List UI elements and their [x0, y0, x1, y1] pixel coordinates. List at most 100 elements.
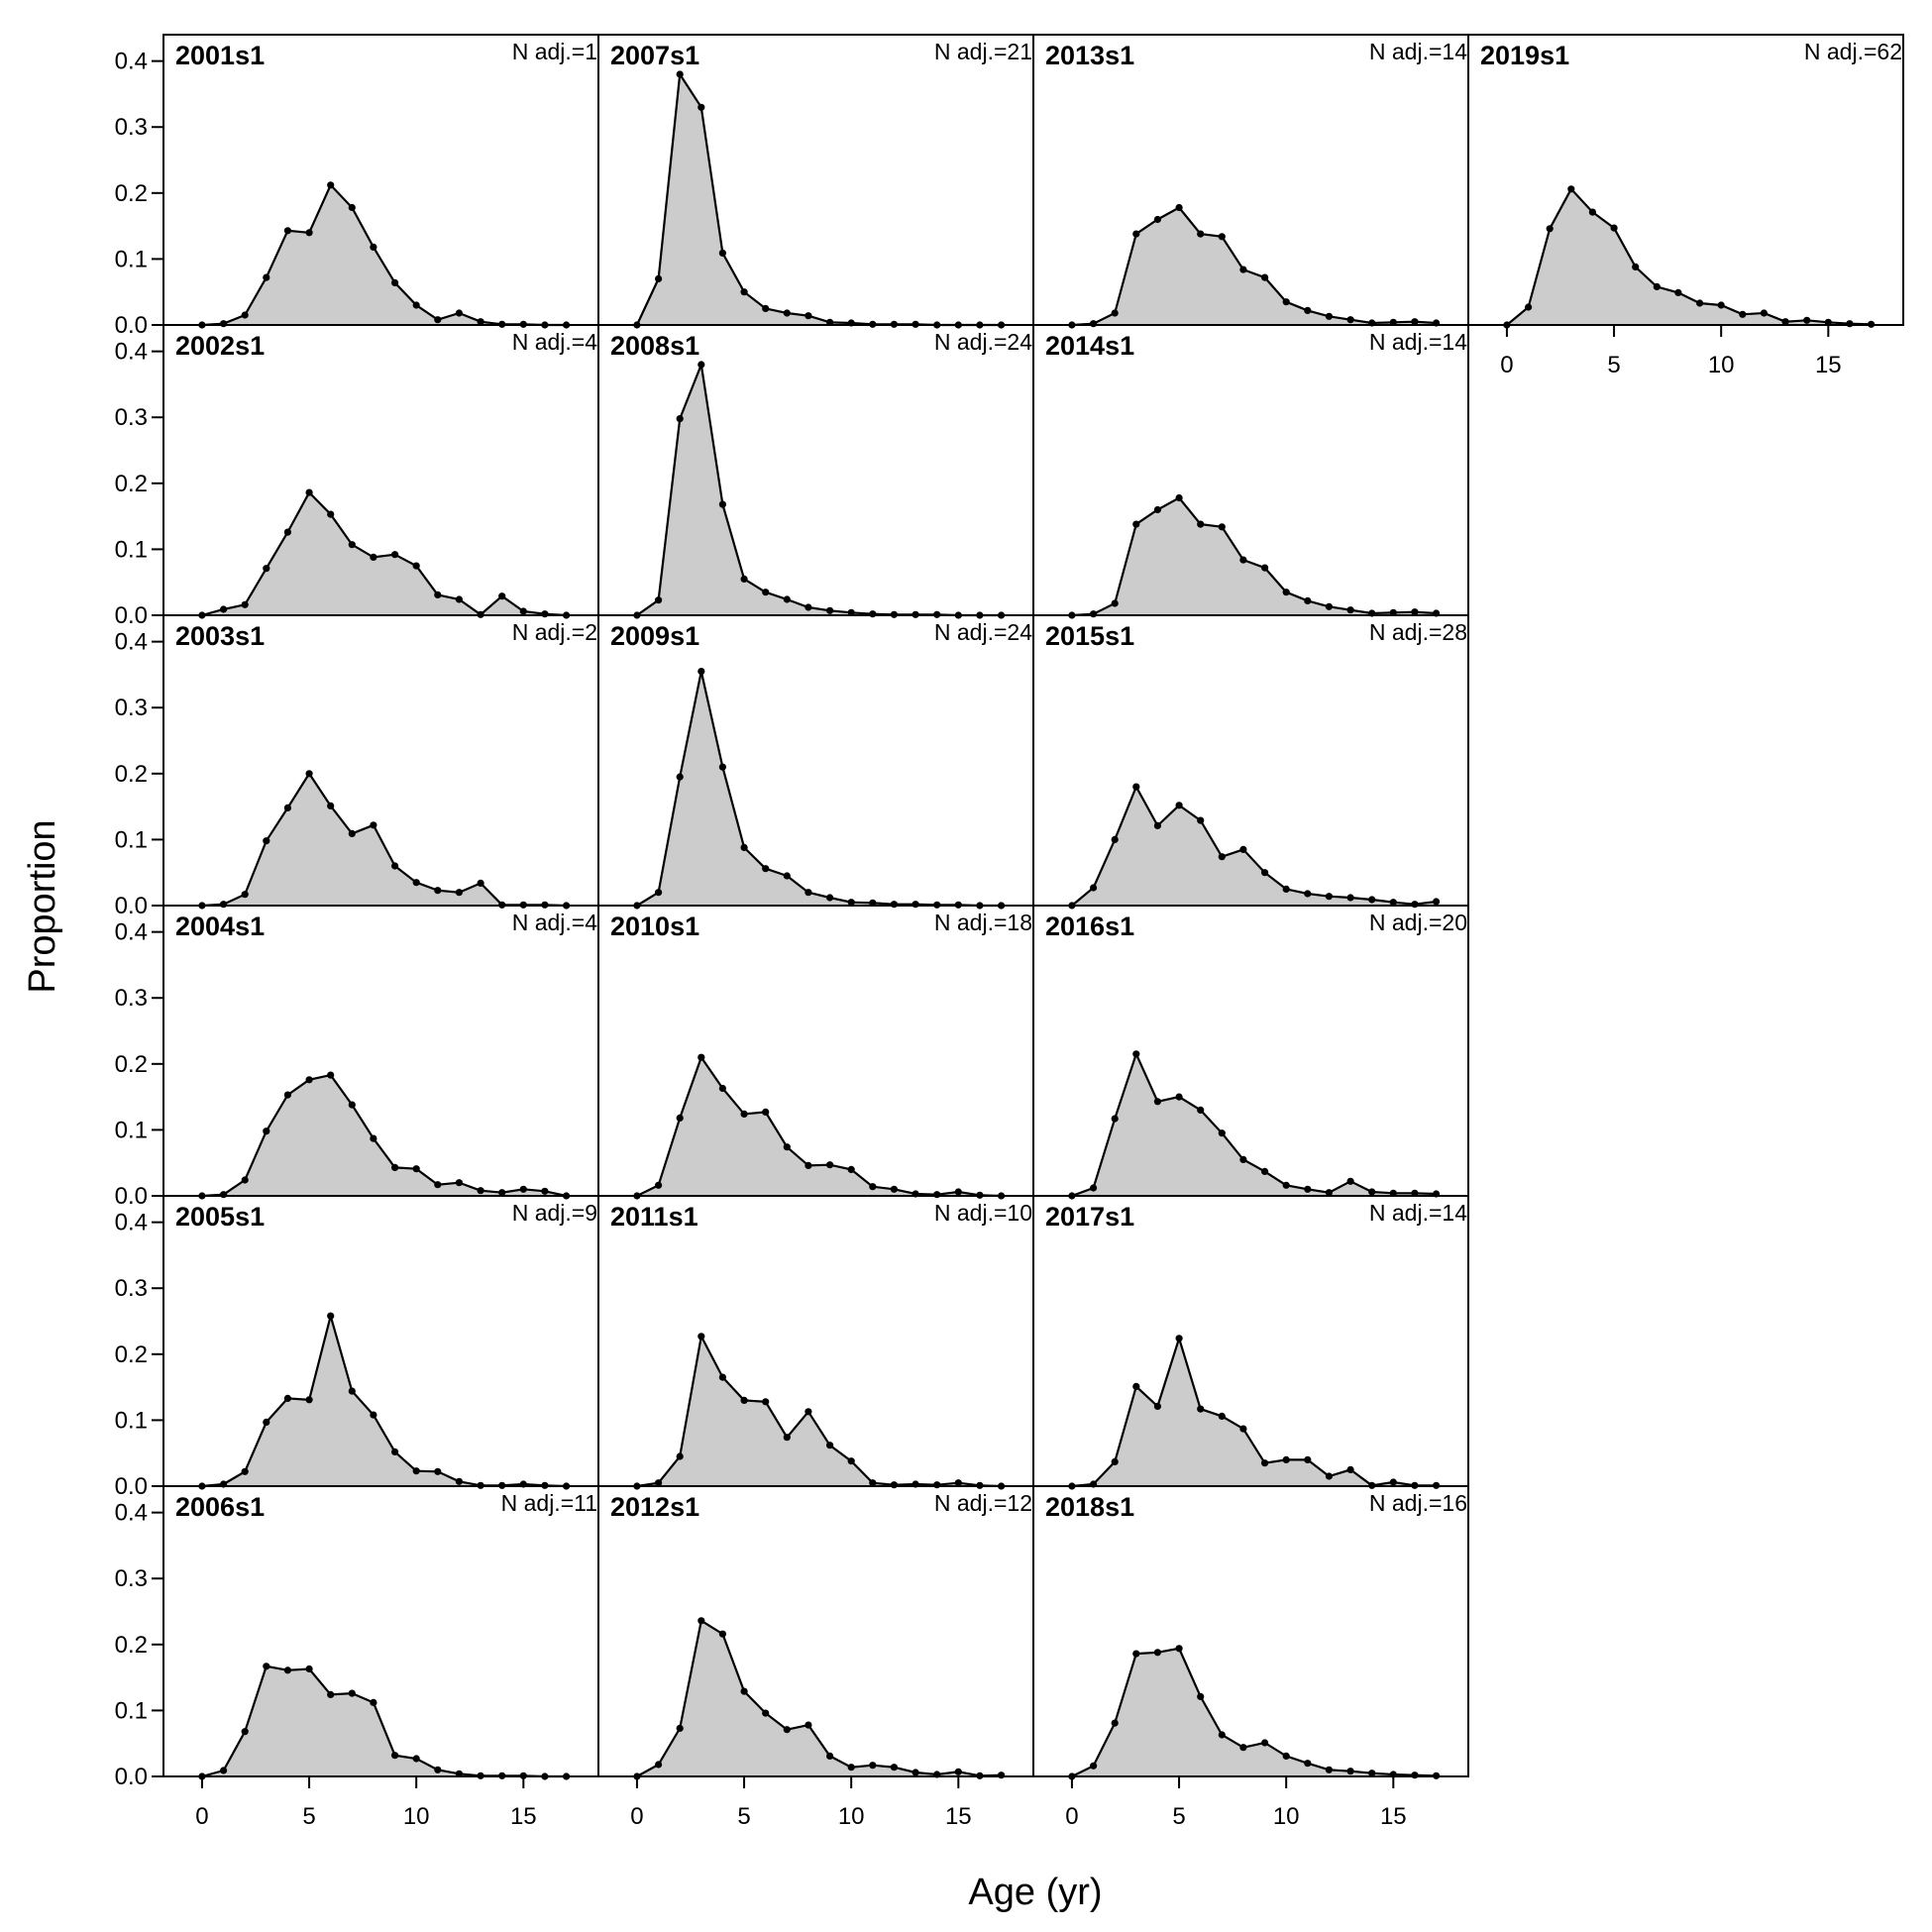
panel-title: 2014s1	[1045, 331, 1134, 361]
n-adj-label: N adj.=14	[1369, 39, 1467, 64]
n-adj-label: N adj.=14	[1369, 329, 1467, 355]
data-point-2011s1-age-6	[762, 1398, 770, 1406]
data-point-2003s1-age-6	[327, 802, 335, 810]
series-line-2014s1	[1071, 496, 1437, 617]
area-2018s1	[1071, 1648, 1437, 1776]
data-point-2002s1-age-16	[541, 610, 549, 618]
series-line-2017s1	[1071, 1335, 1437, 1488]
data-point-2019s1-age-12	[1760, 309, 1768, 317]
data-point-2014s1-age-4	[1153, 505, 1161, 514]
data-point-2011s1-age-11	[869, 1479, 877, 1487]
y-tick-label: 0.1	[115, 246, 148, 272]
data-point-2014s1-age-9	[1261, 564, 1269, 572]
data-point-2010s1-age-10	[847, 1165, 855, 1173]
data-point-2009s1-age-6	[762, 865, 770, 873]
data-point-2010s1-age-2	[676, 1114, 684, 1122]
y-axis-title: Proportion	[22, 819, 63, 993]
data-point-2016s1-age-14	[1368, 1188, 1376, 1196]
y-tick-label: 0.2	[115, 180, 148, 207]
data-point-2009s1-age-3	[698, 668, 705, 676]
y-tick-label: 0.3	[115, 695, 148, 721]
y-tick-label: 0.2	[115, 1342, 148, 1368]
n-adj-label: N adj.=12	[934, 1490, 1032, 1516]
data-point-2015s1-age-3	[1132, 783, 1140, 791]
x-tick-label: 10	[838, 1803, 865, 1830]
data-point-2006s1-age-10	[412, 1755, 420, 1763]
data-point-2005s1-age-4	[283, 1394, 291, 1402]
series-line-2019s1	[1506, 186, 1872, 326]
panel-frame	[1032, 1485, 1469, 1777]
data-point-2012s1-age-8	[805, 1721, 812, 1729]
data-point-2012s1-age-17	[998, 1771, 1006, 1779]
y-tick-label: 0.0	[115, 312, 148, 339]
data-point-2001s1-age-3	[263, 273, 270, 281]
data-point-2015s1-age-17	[1433, 898, 1441, 906]
data-point-2017s1-age-11	[1304, 1455, 1312, 1463]
data-point-2016s1-age-5	[1175, 1093, 1183, 1101]
data-point-2007s1-age-1	[655, 274, 663, 282]
data-point-2010s1-age-8	[805, 1161, 812, 1169]
data-point-2003s1-age-3	[263, 837, 270, 845]
data-point-2007s1-age-6	[762, 304, 770, 312]
n-adj-label: N adj.=4	[512, 329, 598, 355]
data-point-2002s1-age-2	[241, 600, 249, 608]
data-point-2006s1-age-4	[283, 1666, 291, 1674]
data-point-2012s1-age-15	[954, 1768, 962, 1775]
data-point-2016s1-age-9	[1261, 1167, 1269, 1175]
data-point-2004s1-age-10	[412, 1165, 420, 1173]
data-point-2003s1-age-7	[348, 829, 356, 838]
data-point-2016s1-age-10	[1282, 1181, 1290, 1189]
data-point-2013s1-age-6	[1197, 230, 1205, 238]
y-tick-label: 0.1	[115, 826, 148, 853]
data-point-2011s1-age-12	[890, 1481, 899, 1489]
n-adj-label: N adj.=24	[934, 619, 1032, 645]
data-point-2016s1-age-11	[1304, 1185, 1312, 1193]
x-tick-label: 5	[1172, 1803, 1185, 1830]
data-point-2004s1-age-5	[305, 1076, 313, 1084]
data-point-2018s1-age-12	[1325, 1766, 1333, 1773]
data-point-2012s1-age-12	[890, 1764, 899, 1771]
data-point-2009s1-age-2	[676, 773, 684, 781]
data-point-2001s1-age-12	[455, 309, 463, 317]
n-adj-label: N adj.=4	[512, 910, 598, 935]
data-point-2001s1-age-1	[220, 320, 228, 328]
n-adj-label: N adj.=20	[1369, 910, 1467, 935]
data-point-2006s1-age-11	[434, 1766, 442, 1773]
area-2008s1	[636, 365, 1002, 615]
panel-2007s1: 2007s1 N adj.=21	[597, 34, 1034, 329]
data-point-2002s1-age-4	[283, 528, 291, 536]
y-tick-label: 0.2	[115, 761, 148, 788]
data-point-2018s1-age-1	[1090, 1762, 1098, 1770]
y-tick-label: 0.3	[115, 985, 148, 1012]
data-point-2002s1-age-6	[327, 510, 335, 518]
data-point-2017s1-age-2	[1111, 1457, 1119, 1465]
x-tick-label: 10	[1273, 1803, 1300, 1830]
x-tick-label: 15	[945, 1803, 972, 1830]
y-tick-label: 0.3	[115, 404, 148, 431]
y-tick-label: 0.3	[115, 1275, 148, 1302]
series-line-2010s1	[636, 1054, 1002, 1198]
panel-2016s1: 2016s1 N adj.=20	[1032, 905, 1469, 1200]
data-point-2018s1-age-3	[1132, 1650, 1140, 1658]
data-point-2011s1-age-7	[783, 1434, 791, 1442]
data-point-2003s1-age-13	[477, 879, 484, 888]
data-point-2001s1-age-10	[412, 301, 420, 309]
n-adj-label: N adj.=21	[934, 39, 1032, 64]
data-point-2014s1-age-16	[1411, 608, 1419, 616]
data-point-2018s1-age-4	[1153, 1649, 1161, 1657]
data-point-2013s1-age-5	[1175, 203, 1183, 212]
data-point-2017s1-age-7	[1218, 1412, 1226, 1420]
data-point-2005s1-age-12	[455, 1477, 463, 1485]
data-point-2019s1-age-13	[1781, 318, 1789, 326]
data-point-2011s1-age-1	[655, 1479, 663, 1487]
y-tick-label: 0.3	[115, 114, 148, 141]
x-tick-label: 5	[302, 1803, 315, 1830]
data-point-2017s1-age-3	[1132, 1382, 1140, 1390]
data-point-2018s1-age-9	[1261, 1739, 1269, 1747]
data-point-2006s1-age-3	[263, 1663, 270, 1670]
data-point-2003s1-age-1	[220, 901, 228, 909]
data-point-2019s1-age-10	[1717, 301, 1725, 309]
data-point-2011s1-age-4	[718, 1373, 727, 1381]
data-point-2014s1-age-1	[1090, 610, 1098, 618]
